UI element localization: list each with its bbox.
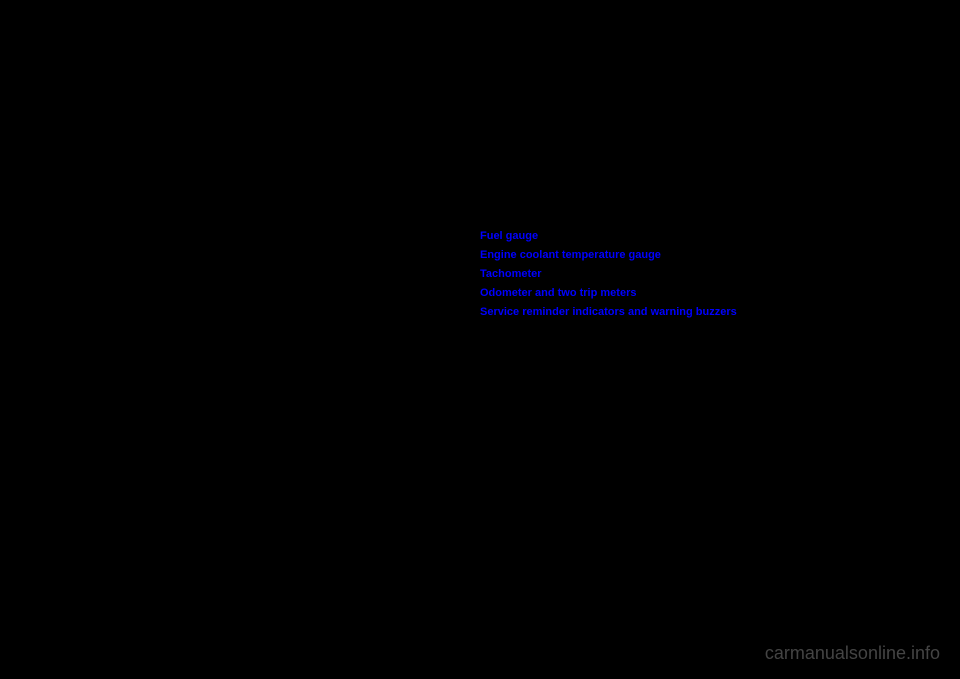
toc-link-service-reminder[interactable]: Service reminder indicators and warning … (480, 306, 737, 318)
toc-link-odometer[interactable]: Odometer and two trip meters (480, 287, 737, 299)
toc-links-section: Fuel gauge Engine coolant temperature ga… (480, 230, 737, 325)
watermark-text: carmanualsonline.info (765, 643, 940, 664)
toc-link-coolant-gauge[interactable]: Engine coolant temperature gauge (480, 249, 737, 261)
toc-link-fuel-gauge[interactable]: Fuel gauge (480, 230, 737, 242)
toc-link-tachometer[interactable]: Tachometer (480, 268, 737, 280)
